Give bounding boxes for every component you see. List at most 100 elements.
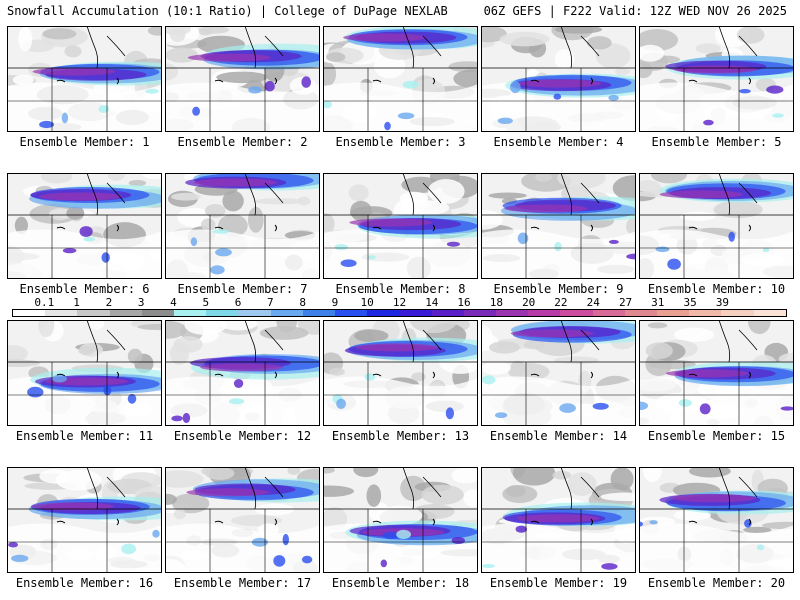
ensemble-map-panel <box>165 467 320 573</box>
snowfall-map <box>7 26 162 132</box>
ensemble-map-panel <box>7 320 162 426</box>
ensemble-member-label: Ensemble Member: 11 <box>15 429 154 443</box>
colorbar-tick-label: 24 <box>586 296 600 309</box>
ensemble-member-label: Ensemble Member: 19 <box>489 576 628 590</box>
colorbar-tick-label: 9 <box>331 296 339 309</box>
colorbar-swatch <box>657 310 690 316</box>
ensemble-member-label: Ensemble Member: 16 <box>15 576 154 590</box>
snowfall-map <box>7 173 162 279</box>
ensemble-map-panel <box>323 320 478 426</box>
snowfall-map <box>7 320 162 426</box>
ensemble-map-panel <box>323 173 478 279</box>
ensemble-map-panel <box>165 320 320 426</box>
ensemble-member-label: Ensemble Member: 2 <box>177 135 308 149</box>
ensemble-map-panel <box>7 26 162 132</box>
colorbar-swatch <box>174 310 207 316</box>
ensemble-member-label: Ensemble Member: 17 <box>173 576 312 590</box>
colorbar-swatch <box>624 310 658 316</box>
snowfall-map <box>481 26 636 132</box>
ensemble-map-panel <box>639 26 794 132</box>
ensemble-member-label: Ensemble Member: 3 <box>335 135 466 149</box>
colorbar-tick-label: 2 <box>105 296 113 309</box>
ensemble-member-label: Ensemble Member: 20 <box>647 576 786 590</box>
ensemble-member-label: Ensemble Member: 14 <box>489 429 628 443</box>
model-run-info: 06Z GEFS | F222 Valid: 12Z WED NOV 26 20… <box>483 4 787 18</box>
snowfall-map <box>165 467 320 573</box>
colorbar-tick-label: 31 <box>651 296 665 309</box>
ensemble-map-panel <box>323 467 478 573</box>
colorbar-tick-label: 6 <box>234 296 242 309</box>
snowfall-map <box>323 173 478 279</box>
ensemble-member-label: Ensemble Member: 10 <box>647 282 786 296</box>
ensemble-map-panel <box>639 173 794 279</box>
colorbar-swatch <box>109 310 142 316</box>
ensemble-member-label: Ensemble Member: 6 <box>19 282 150 296</box>
ensemble-member-label: Ensemble Member: 7 <box>177 282 308 296</box>
colorbar-swatch <box>753 310 786 316</box>
ensemble-member-label: Ensemble Member: 5 <box>651 135 782 149</box>
ensemble-map-panel <box>639 320 794 426</box>
ensemble-map-panel <box>481 173 636 279</box>
snowfall-map <box>323 467 478 573</box>
colorbar-tick-label: 14 <box>425 296 439 309</box>
colorbar-tick-label: 18 <box>489 296 503 309</box>
ensemble-member-label: Ensemble Member: 8 <box>335 282 466 296</box>
ensemble-map-panel <box>639 467 794 573</box>
snowfall-map <box>481 467 636 573</box>
colorbar-swatch <box>399 310 432 316</box>
snowfall-map <box>639 320 794 426</box>
snowfall-map <box>165 320 320 426</box>
ensemble-member-label: Ensemble Member: 9 <box>493 282 624 296</box>
ensemble-member-label: Ensemble Member: 15 <box>647 429 786 443</box>
snowfall-map <box>323 320 478 426</box>
colorbar-tick-label: 4 <box>170 296 177 309</box>
snowfall-map <box>639 173 794 279</box>
ensemble-map-panel <box>481 467 636 573</box>
colorbar-swatch <box>45 310 78 316</box>
ensemble-map-panel <box>7 173 162 279</box>
snowfall-map <box>165 173 320 279</box>
colorbar-swatch <box>141 310 175 316</box>
colorbar-swatch <box>721 310 754 316</box>
colorbar-tick-label: 20 <box>522 296 536 309</box>
colorbar-swatch <box>689 310 722 316</box>
ensemble-map-panel <box>323 26 478 132</box>
colorbar-swatch <box>270 310 303 316</box>
snowfall-map <box>639 467 794 573</box>
colorbar-tick-label: 12 <box>392 296 407 309</box>
colorbar-swatch <box>238 310 271 316</box>
ensemble-member-label: Ensemble Member: 1 <box>19 135 150 149</box>
colorbar-tick-label: 3 <box>137 296 145 309</box>
ensemble-member-label: Ensemble Member: 4 <box>493 135 624 149</box>
snowfall-map <box>639 26 794 132</box>
colorbar-tick-label: 10 <box>360 296 374 309</box>
chart-title: Snowfall Accumulation (10:1 Ratio) | Col… <box>7 4 448 18</box>
colorbar-labels: 0.1 1 2 3 4 5 6 7 8 9 10 12 14 16 18 20 22 24 27 31 35 39 <box>12 297 787 309</box>
ensemble-map-panel <box>481 26 636 132</box>
colorbar-tick-label: 27 <box>618 296 633 309</box>
snowfall-map <box>165 26 320 132</box>
colorbar-swatch <box>367 310 400 316</box>
colorbar-tick-label: 39 <box>715 296 730 309</box>
colorbar-swatch <box>13 310 46 316</box>
colorbar <box>12 309 787 317</box>
snowfall-map <box>481 320 636 426</box>
colorbar-tick-label: 1 <box>73 296 80 309</box>
colorbar-swatch <box>496 310 529 316</box>
ensemble-map-panel <box>165 26 320 132</box>
colorbar-swatch <box>592 310 625 316</box>
colorbar-tick-label: 0.1 <box>34 296 55 309</box>
snowfall-map <box>323 26 478 132</box>
snowfall-map <box>481 173 636 279</box>
snowfall-map <box>7 467 162 573</box>
ensemble-map-panel <box>165 173 320 279</box>
ensemble-map-panel <box>481 320 636 426</box>
colorbar-tick-label: 8 <box>299 296 306 309</box>
colorbar-swatch <box>302 310 336 316</box>
colorbar-swatch <box>528 310 561 316</box>
colorbar-swatch <box>463 310 497 316</box>
ensemble-member-label: Ensemble Member: 13 <box>331 429 470 443</box>
colorbar-swatch <box>77 310 110 316</box>
colorbar-tick-label: 5 <box>202 296 210 309</box>
